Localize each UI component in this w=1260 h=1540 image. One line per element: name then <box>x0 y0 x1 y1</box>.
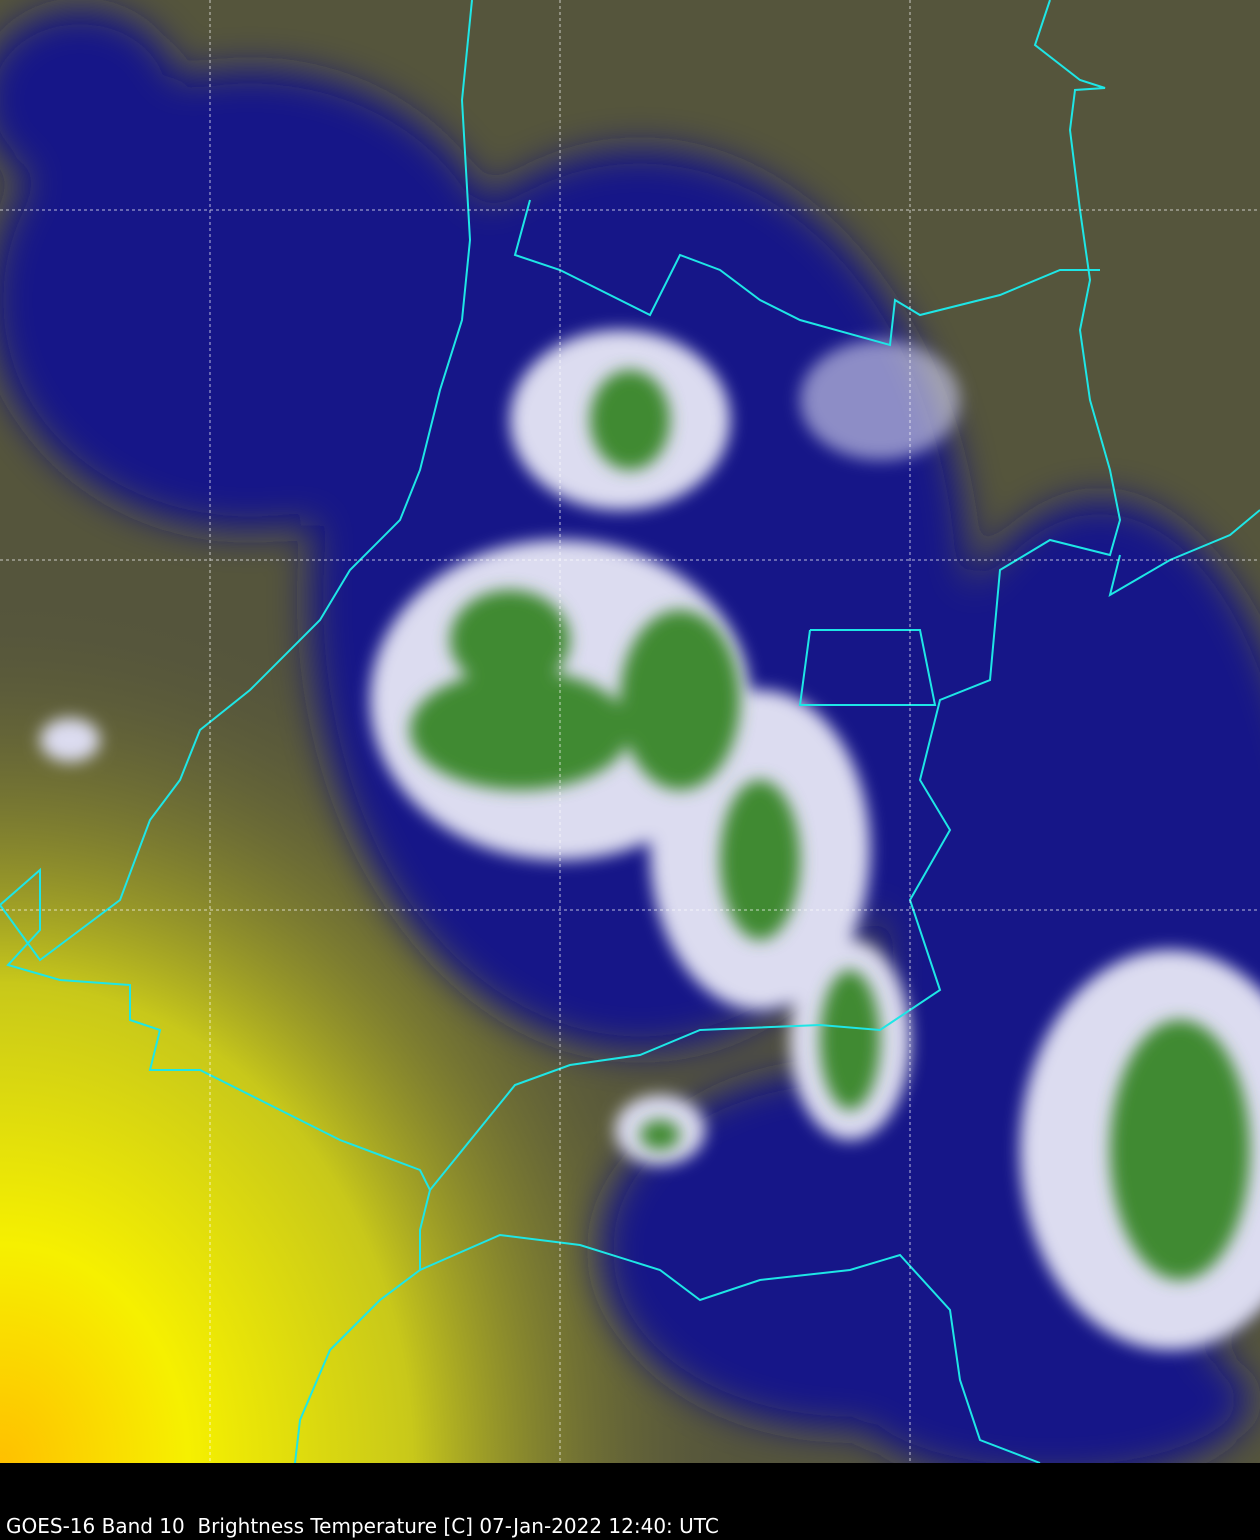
political-borders <box>0 0 1260 1463</box>
image-caption: GOES-16 Band 10 Brightness Temperature [… <box>6 1514 719 1538</box>
coldest-cloud-tops <box>410 370 1250 1280</box>
lat-lon-grid <box>0 0 1260 1463</box>
satellite-image <box>0 0 1260 1463</box>
